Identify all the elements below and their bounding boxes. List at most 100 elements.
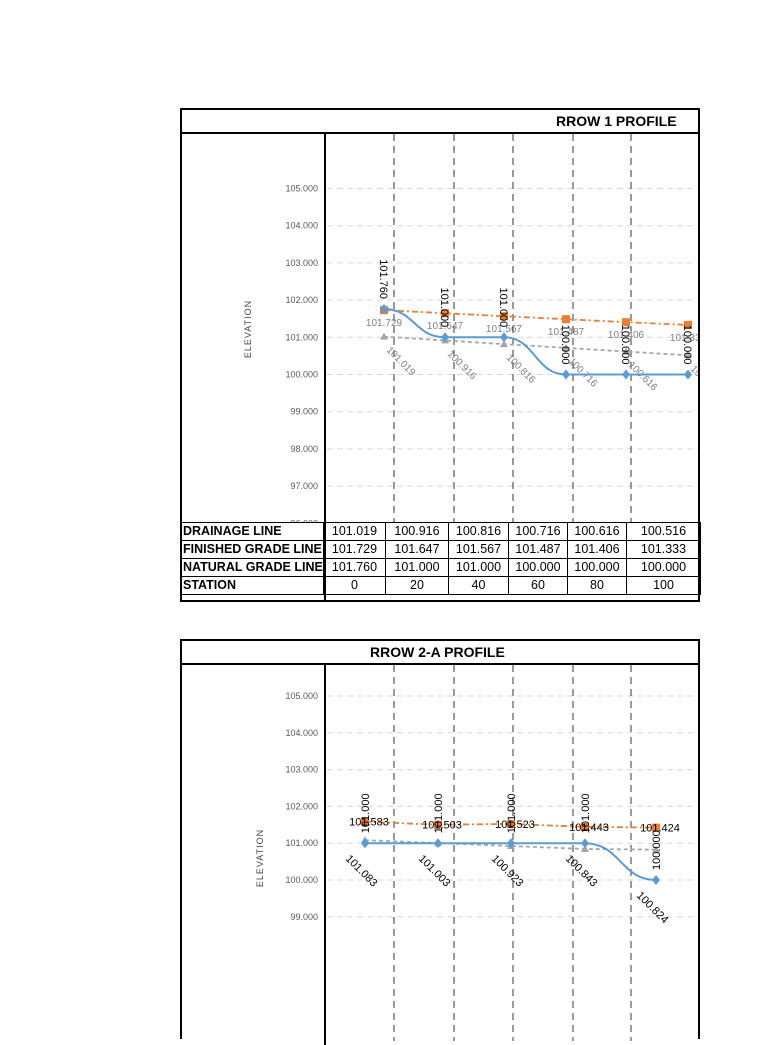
y-tick-label: 105.000 [285, 691, 318, 701]
data-label: 100.843 [563, 853, 600, 890]
table-cell: 101.406 [567, 540, 627, 559]
table-cell: 101.567 [448, 540, 509, 559]
table-cell: 40 [448, 576, 509, 595]
table-cell: 0 [323, 576, 386, 595]
table-row: DRAINAGE LINE 101.019 100.916 100.816 100.71… [180, 522, 701, 541]
y-tick-label: 99.000 [290, 407, 318, 417]
data-label: 101.003 [416, 853, 453, 890]
data-point [562, 315, 570, 324]
table-cell: 101.487 [508, 540, 568, 559]
y-tick-label: 102.000 [285, 295, 318, 305]
data-label: 100.816 [504, 352, 538, 386]
data-point [652, 823, 660, 832]
data-label: 101.000 [506, 793, 518, 833]
axis-divider [324, 665, 326, 1045]
data-point [380, 304, 388, 315]
chart-title: RROW 1 PROFILE [556, 113, 677, 129]
y-tick-label: 105.000 [285, 184, 318, 194]
axis-divider [324, 134, 326, 600]
table-cell: 100.000 [508, 558, 568, 577]
table-cell: 100.916 [385, 522, 449, 541]
data-label: 101.760 [377, 259, 389, 299]
series-line [383, 309, 689, 326]
table-cell: 80 [567, 576, 627, 595]
data-label: 100.824 [634, 890, 671, 927]
data-point [684, 369, 692, 380]
data-label: 100.000 [681, 325, 693, 365]
y-tick-label: 102.000 [285, 801, 318, 811]
table-cell: 101.000 [385, 558, 449, 577]
data-label: 100.916 [445, 349, 479, 383]
data-point [507, 838, 515, 849]
series-line [383, 308, 688, 376]
rrow1-profile-panel: RROW 1 PROFILE ELEVATION 96.00097.00098.… [180, 108, 701, 602]
y-tick-label: 101.000 [285, 838, 318, 848]
data-label: 101.406 [608, 330, 645, 341]
data-label: 100.923 [489, 853, 526, 890]
table-cell: 101.333 [626, 540, 701, 559]
table-row: NATURAL GRADE LINE 101.760 101.000 101.000 1… [180, 558, 701, 577]
rrow1-data-table: DRAINAGE LINE 101.019 100.916 100.816 100.71… [180, 522, 701, 595]
data-label: 100.000 [619, 325, 631, 365]
data-point [500, 332, 508, 343]
data-label: 101.647 [427, 321, 464, 332]
rrow2a-profile-panel: RROW 2-A PROFILE ELEVATION 99.000 100.000… [180, 639, 700, 1045]
data-point [581, 844, 589, 852]
data-point [380, 332, 388, 340]
table-cell: 101.019 [323, 522, 386, 541]
table-cell: 101.729 [323, 540, 386, 559]
table-row: STATION 0 20 40 60 80 100 [180, 576, 701, 595]
y-tick-label: 96.000 [290, 518, 318, 522]
data-point [622, 347, 630, 355]
data-point [441, 309, 449, 318]
data-label: 101.000 [497, 288, 509, 328]
data-label: 101.424 [640, 823, 680, 835]
table-cell: 100.716 [508, 522, 568, 541]
data-point [434, 820, 442, 829]
row-label: DRAINAGE LINE [180, 522, 324, 541]
rrow2a-chart: 99.000 100.000 101.000 102.000 103.000 104.00… [285, 665, 698, 1041]
data-label: 101.567 [486, 324, 523, 335]
row-label: STATION [180, 576, 324, 595]
data-point [361, 838, 369, 849]
table-cell: 100.516 [626, 522, 701, 541]
table-cell: 101.647 [385, 540, 449, 559]
data-point [622, 318, 630, 327]
table-cell: 100.616 [567, 522, 627, 541]
series-line [383, 335, 689, 357]
data-label: 100.000 [651, 830, 663, 870]
data-label: 101.523 [495, 819, 535, 831]
data-point [361, 817, 369, 826]
row-label: NATURAL GRADE LINE [180, 558, 324, 577]
table-cell: 100.816 [448, 522, 509, 541]
y-tick-label: 104.000 [285, 221, 318, 231]
data-point [562, 343, 570, 351]
data-label: 100.000 [559, 325, 571, 365]
data-point [562, 369, 570, 380]
data-label: 101.000 [580, 793, 592, 833]
y-tick-label: 100.000 [285, 370, 318, 380]
y-tick-label: 97.000 [290, 481, 318, 491]
rrow1-chart: 96.00097.00098.00099.000100.000101.00010… [285, 134, 698, 522]
data-label: 101.729 [366, 318, 403, 329]
rrow1-title-bar: RROW 1 PROFILE [182, 110, 698, 134]
data-point [441, 332, 449, 343]
y-tick-label: 100.000 [285, 875, 318, 885]
data-label: 101.487 [548, 327, 585, 338]
y-tick-label: 98.000 [290, 444, 318, 454]
data-label: 101.443 [569, 822, 609, 834]
data-point [581, 822, 589, 831]
data-label: 101.000 [360, 793, 372, 833]
rrow2a-title-bar: RROW 2-A PROFILE [182, 641, 698, 665]
data-label: 101.019 [384, 345, 418, 379]
data-point [684, 320, 692, 329]
data-label: 101.000 [438, 288, 450, 328]
table-row: FINISHED GRADE LINE 101.729 101.647 101.567… [180, 540, 701, 559]
data-label: 101.000 [433, 793, 445, 833]
table-cell: 100.000 [626, 558, 701, 577]
table-cell: 100.000 [567, 558, 627, 577]
data-point [434, 838, 442, 849]
y-tick-label: 101.000 [285, 332, 318, 342]
y-tick-label: 103.000 [285, 765, 318, 775]
data-point [684, 351, 692, 359]
